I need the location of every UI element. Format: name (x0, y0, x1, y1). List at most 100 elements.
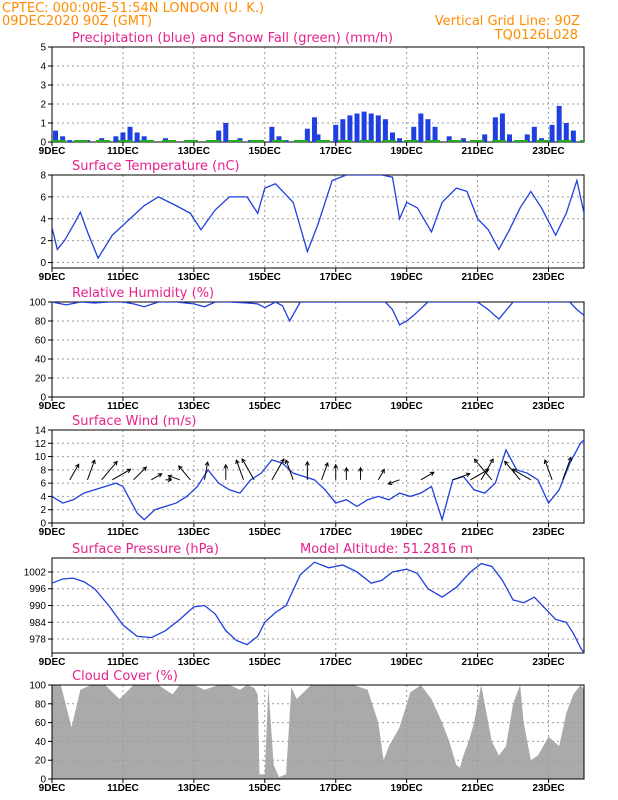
x-tick-label: 9DEC (39, 783, 66, 794)
x-tick-label: 23DEC (532, 146, 564, 157)
x-tick-label: 17DEC (320, 657, 352, 668)
y-tick-label: 40 (35, 355, 47, 366)
wind-arrow-head (305, 460, 310, 466)
precip-bar (134, 132, 140, 142)
x-tick-label: 11DEC (107, 783, 139, 794)
x-tick-label: 11DEC (107, 657, 139, 668)
precip-bar (556, 105, 562, 142)
model-altitude-annotation: Model Altitude: 51.2816 m (300, 542, 473, 557)
y-tick-label: 2 (40, 236, 46, 247)
wind-arrow (321, 462, 329, 480)
wind-arrow (504, 461, 521, 481)
panel-title: Surface Temperature (nC) (72, 159, 240, 174)
precip-bar (127, 126, 133, 142)
y-tick-label: 0 (40, 258, 46, 269)
wind-arrow-head (235, 459, 240, 465)
precip-bar (570, 130, 576, 142)
plot-frame (51, 684, 585, 780)
x-tick-label: 13DEC (178, 272, 210, 283)
wind-arrow-head (142, 466, 148, 472)
series-line (52, 439, 584, 522)
wind-arrow (512, 468, 532, 481)
precip-bar (368, 113, 374, 142)
series-line (52, 175, 584, 260)
x-tick-label: 15DEC (249, 146, 281, 157)
wind-arrow (241, 458, 255, 481)
x-tick-label: 17DEC (320, 783, 352, 794)
y-tick-label: 100 (29, 681, 46, 692)
precip-bar (531, 126, 537, 142)
station-header: CPTEC: 000:00E-51:54N LONDON (U. K.) (2, 1, 264, 16)
precip-bar (113, 136, 119, 142)
x-tick-label: 9DEC (39, 657, 66, 668)
humidity-panel: 0 20 40 60 80 100 9DEC 11DEC 13DEC 15DEC 17DEC 19DE… (29, 286, 585, 412)
y-tick-label: 990 (29, 601, 46, 612)
x-tick-label: 13DEC (178, 783, 210, 794)
wind-arrow (133, 466, 147, 481)
precip-bar (315, 134, 321, 142)
y-tick-label: 3 (40, 81, 46, 92)
wind-arrow-head (324, 461, 329, 467)
precip-bar (361, 111, 367, 142)
x-tick-label: 23DEC (532, 657, 564, 668)
y-tick-label: 6 (40, 192, 46, 203)
wind-arrow (235, 459, 244, 480)
precip-bar (223, 123, 229, 142)
wind-arrow-head (358, 466, 363, 472)
precip-bar (499, 113, 505, 142)
wind-arrow (69, 463, 80, 481)
wind-arrow-head (473, 458, 479, 464)
x-tick-label: 15DEC (249, 783, 281, 794)
wind-arrow (420, 471, 435, 481)
y-tick-label: 0 (40, 519, 46, 530)
precip-bar (492, 117, 498, 142)
wind-arrow (112, 468, 131, 481)
x-tick-label: 17DEC (320, 401, 352, 412)
wind-arrow (544, 459, 553, 480)
precip-bar (382, 119, 388, 142)
panel-title: Surface Pressure (hPa) (72, 542, 219, 557)
y-tick-label: 12 (35, 439, 47, 450)
x-tick-label: 23DEC (532, 272, 564, 283)
x-tick-label: 23DEC (532, 783, 564, 794)
x-tick-label: 11DEC (107, 401, 139, 412)
wind-arrow-head (75, 463, 80, 469)
wind-arrow-head (204, 461, 210, 467)
precip-bar (276, 136, 282, 142)
wind-arrow-head (429, 471, 435, 476)
x-tick-label: 9DEC (39, 527, 66, 538)
x-tick-label: 21DEC (461, 657, 493, 668)
x-tick-label: 19DEC (391, 272, 423, 283)
y-tick-label: 20 (35, 374, 47, 385)
wind-arrow (151, 473, 162, 481)
precip-bar (311, 117, 317, 142)
wind-arrow-head (484, 468, 490, 473)
wind-arrow (452, 473, 470, 481)
x-tick-label: 9DEC (39, 401, 66, 412)
precip-bar (389, 132, 395, 142)
y-tick-label: 1002 (24, 567, 47, 578)
x-tick-label: 15DEC (249, 272, 281, 283)
x-tick-label: 9DEC (39, 272, 66, 283)
x-tick-label: 17DEC (320, 272, 352, 283)
y-tick-label: 0 (40, 138, 46, 149)
x-tick-label: 15DEC (249, 657, 281, 668)
wind-arrow (204, 462, 209, 480)
precip-bar (60, 136, 66, 142)
x-tick-label: 15DEC (249, 527, 281, 538)
x-tick-label: 15DEC (249, 401, 281, 412)
x-tick-label: 13DEC (178, 527, 210, 538)
x-tick-label: 17DEC (320, 527, 352, 538)
x-tick-label: 21DEC (461, 272, 493, 283)
temperature-panel: 0 2 4 6 8 9DEC 11DEC 13DEC 15DEC 17DEC 19DEC 21DEC 2… (39, 159, 585, 283)
x-tick-label: 9DEC (39, 146, 66, 157)
wind-panel: 0 2 4 6 8 10 12 14 9DEC 11DEC 13DEC 15DEC 17DEC 19DEC… (35, 414, 585, 538)
precip-bar (67, 140, 73, 142)
x-tick-label: 19DEC (391, 146, 423, 157)
x-tick-label: 13DEC (178, 657, 210, 668)
wind-arrow-head (113, 460, 118, 466)
wind-arrow (480, 458, 494, 481)
precip-bar (432, 126, 438, 142)
y-tick-label: 0 (40, 775, 46, 786)
